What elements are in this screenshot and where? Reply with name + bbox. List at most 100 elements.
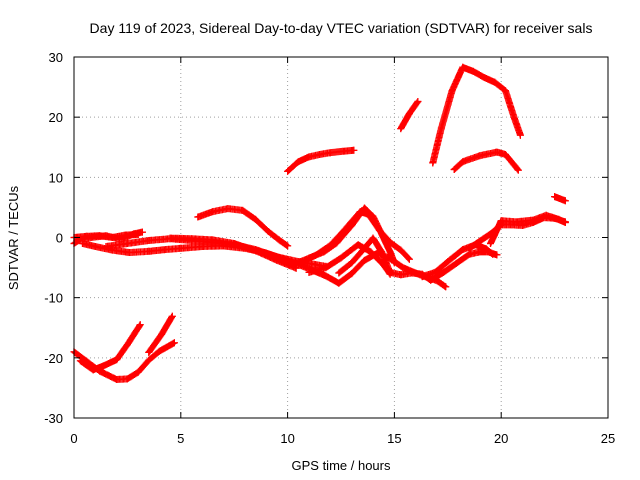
data-point [166, 234, 174, 242]
data-point [209, 236, 217, 244]
data-point [551, 193, 559, 201]
data-point [145, 356, 153, 364]
data-series-arc-22 [551, 193, 569, 205]
data-point [386, 268, 394, 276]
data-point [529, 216, 537, 224]
data-point [134, 231, 142, 238]
data-series-arc-19 [397, 98, 422, 133]
y-tick-label: 20 [49, 110, 63, 125]
data-point [121, 231, 129, 239]
data-point [369, 234, 377, 242]
data-point [429, 159, 437, 167]
data-point [134, 368, 142, 376]
data-series-arc-20 [429, 63, 524, 167]
data-point [418, 273, 426, 281]
data-point [465, 244, 473, 252]
data-point [76, 357, 84, 365]
data-point [316, 151, 324, 158]
data-point [83, 232, 91, 240]
data-point [440, 268, 447, 276]
chart-title: Day 119 of 2023, Sidereal Day-to-day VTE… [90, 20, 593, 36]
data-point [337, 254, 345, 262]
data-point [136, 321, 144, 329]
data-point [305, 254, 313, 262]
data-point [155, 347, 163, 355]
data-point [561, 197, 569, 205]
data-point [305, 268, 313, 276]
data-point [414, 98, 422, 105]
data-series-group [70, 63, 569, 383]
data-point [442, 283, 450, 291]
data-point [448, 87, 456, 95]
data-point [555, 215, 563, 223]
data-point [145, 348, 153, 356]
data-point [397, 246, 405, 254]
data-point [96, 232, 104, 240]
data-point [510, 113, 518, 121]
data-point [322, 264, 330, 272]
data-series-arc-13 [305, 241, 394, 278]
data-point [113, 356, 121, 364]
data-point [369, 212, 377, 220]
data-point [493, 148, 501, 156]
data-point [123, 240, 131, 247]
data-point [100, 362, 108, 370]
data-point [397, 125, 405, 133]
x-tick-label: 0 [70, 431, 77, 446]
data-series-arc-03 [79, 240, 450, 291]
axis-ticks: 0 5 10 15 20 25 -30 -20 -10 0 10 20 30 [44, 50, 615, 446]
data-point [108, 234, 116, 241]
data-point [305, 153, 313, 161]
data-point [502, 87, 509, 95]
data-point [326, 149, 334, 157]
data-point [275, 236, 283, 244]
data-point [348, 259, 356, 267]
data-point [335, 279, 343, 287]
x-tick-label: 10 [280, 431, 294, 446]
x-tick-label: 15 [387, 431, 401, 446]
data-point [294, 158, 302, 166]
data-point [337, 148, 345, 155]
data-point [444, 258, 452, 266]
data-point [350, 146, 358, 154]
data-point [378, 230, 386, 238]
data-point [408, 269, 415, 277]
data-point [284, 167, 292, 175]
data-point [322, 272, 330, 280]
data-point [358, 247, 366, 255]
data-point [489, 250, 497, 258]
data-point [102, 243, 110, 250]
data-point [123, 375, 131, 383]
data-series-arc-06 [194, 205, 292, 250]
data-point [476, 237, 484, 245]
data-point [502, 151, 509, 158]
x-tick-label: 20 [494, 431, 508, 446]
data-point [333, 239, 341, 247]
x-axis-label: GPS time / hours [292, 458, 391, 473]
data-point [450, 166, 458, 173]
data-point [335, 269, 343, 277]
data-point [516, 131, 524, 139]
data-point [367, 248, 375, 256]
data-point [252, 215, 260, 223]
data-point [514, 166, 522, 174]
data-point [89, 366, 97, 374]
data-point [405, 255, 413, 263]
data-point [561, 219, 569, 226]
data-point [79, 240, 86, 247]
data-point [284, 242, 292, 250]
data-point [252, 247, 260, 255]
data-series-arc-14 [335, 234, 394, 277]
data-point [126, 249, 133, 256]
data-series-arc-05 [166, 234, 300, 272]
y-tick-label: 30 [49, 50, 63, 65]
data-point [123, 341, 131, 349]
data-point [512, 218, 520, 226]
data-point [361, 204, 368, 212]
data-series-arc-08 [76, 321, 144, 374]
data-point [480, 74, 488, 81]
y-tick-label: -10 [44, 291, 63, 306]
data-point [390, 259, 398, 267]
